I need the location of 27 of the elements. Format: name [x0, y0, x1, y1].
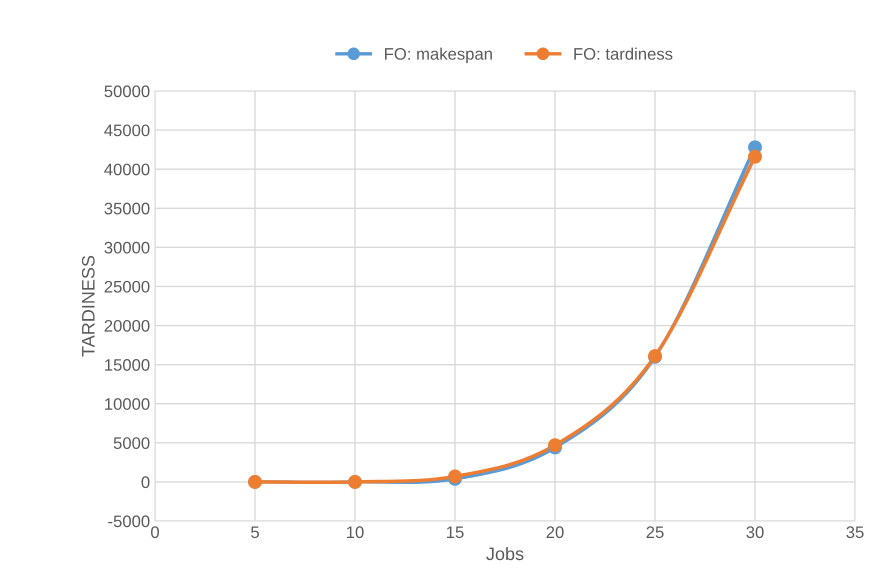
x-axis-title: Jobs [486, 546, 524, 560]
y-tick-label: 50000 [104, 85, 150, 98]
x-tick-label: 0 [151, 526, 159, 538]
y-tick-label: 10000 [105, 398, 150, 410]
y-tick-label: -5000 [108, 515, 150, 528]
legend-label: FO: makespan [385, 48, 492, 64]
x-tick-label: 10 [347, 526, 364, 538]
point [448, 469, 462, 484]
y-tick-label: 0 [142, 476, 150, 488]
y-tick-label: 35000 [104, 202, 150, 214]
x-tick-label: 5 [251, 526, 259, 538]
point [748, 150, 762, 164]
y-tick-label: 45000 [104, 124, 150, 136]
x-tick-label: 35 [846, 526, 864, 538]
y-tick-label: 40000 [104, 164, 150, 176]
y-tick-label: 25000 [104, 280, 150, 293]
legend-label: FO: tardiness [574, 48, 672, 60]
x-tick-label: 20 [546, 526, 564, 538]
y-tick-label: 5000 [114, 437, 150, 450]
y-tick-label: 30000 [104, 242, 150, 254]
y-tick-label: 15000 [105, 359, 150, 371]
x-tick-label: 15 [447, 526, 464, 538]
x-tick-label: 25 [646, 526, 664, 538]
y-axis-title: TARDINESS [82, 256, 95, 357]
y-tick-label: 20000 [104, 320, 150, 332]
x-tick-label: 30 [746, 526, 764, 538]
point [548, 438, 562, 452]
